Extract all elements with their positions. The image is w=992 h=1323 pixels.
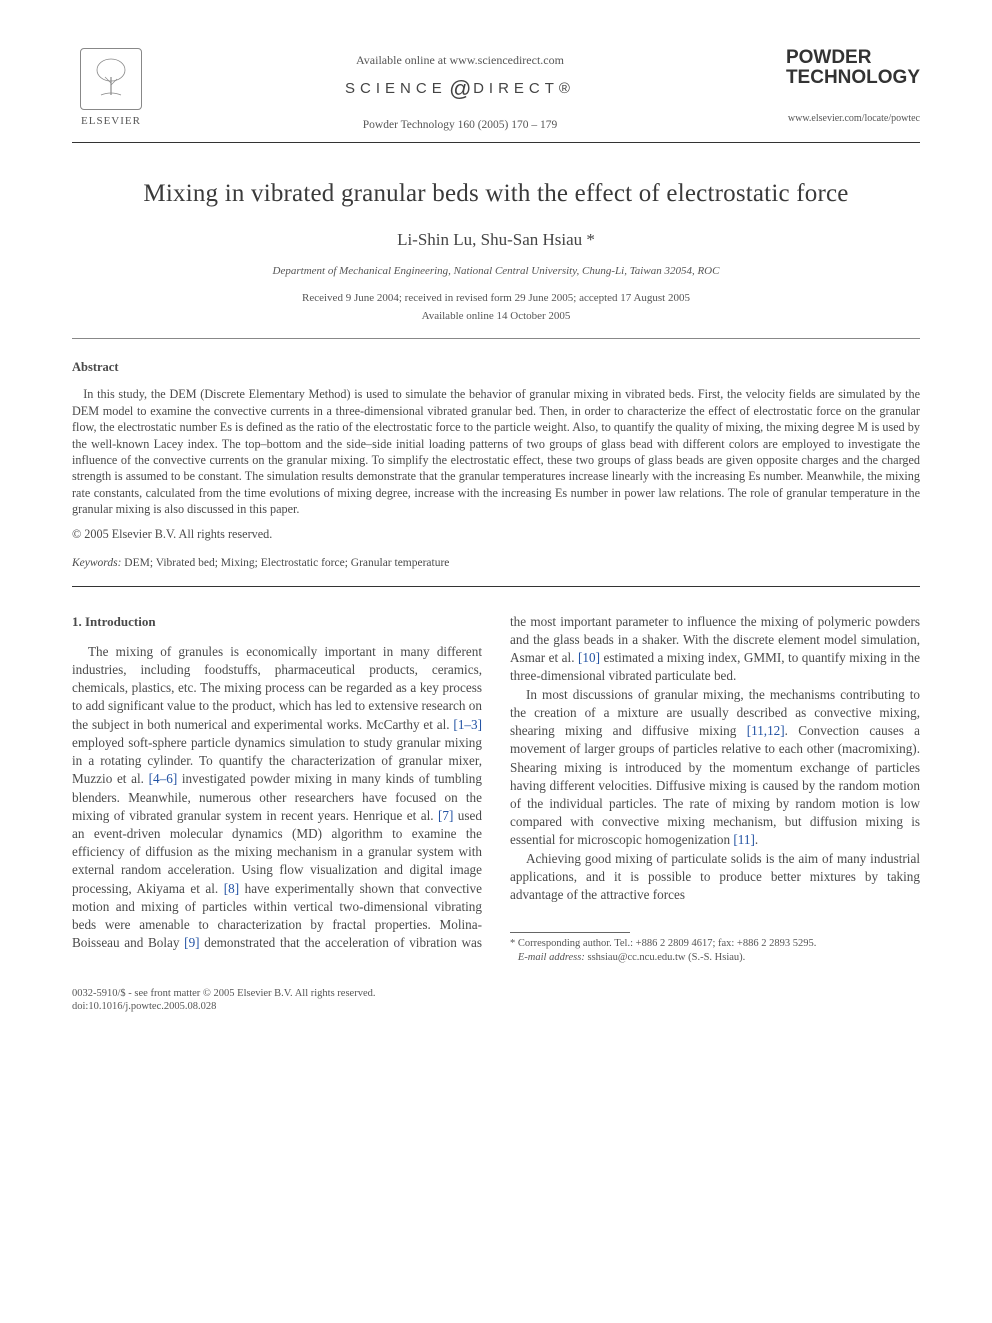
elsevier-label: ELSEVIER bbox=[81, 114, 141, 129]
footnote-rule bbox=[510, 932, 630, 933]
ref-link-10[interactable]: [10] bbox=[578, 650, 600, 665]
abstract-body: In this study, the DEM (Discrete Element… bbox=[72, 387, 920, 516]
intro-paragraph-3: Achieving good mixing of particulate sol… bbox=[510, 850, 920, 905]
header: ELSEVIER Available online at www.science… bbox=[72, 48, 920, 134]
ref-link-8[interactable]: [8] bbox=[224, 881, 239, 896]
bottom-meta: 0032-5910/$ - see front matter © 2005 El… bbox=[72, 987, 920, 1014]
abstract-copyright: © 2005 Elsevier B.V. All rights reserved… bbox=[72, 526, 920, 542]
ref-link-7[interactable]: [7] bbox=[438, 808, 453, 823]
email-label: E-mail address: bbox=[518, 952, 585, 963]
available-online-date: Available online 14 October 2005 bbox=[72, 309, 920, 324]
keywords: Keywords: DEM; Vibrated bed; Mixing; Ele… bbox=[72, 556, 920, 572]
available-online-text: Available online at www.sciencedirect.co… bbox=[150, 52, 770, 68]
email-line: E-mail address: sshsiau@cc.ncu.edu.tw (S… bbox=[510, 951, 920, 965]
ref-link-11[interactable]: [11] bbox=[733, 832, 754, 847]
body-columns: 1. Introduction The mixing of granules i… bbox=[72, 613, 920, 965]
top-rule bbox=[72, 142, 920, 143]
article-title: Mixing in vibrated granular beds with th… bbox=[72, 177, 920, 211]
abstract-text: In this study, the DEM (Discrete Element… bbox=[72, 386, 920, 518]
p2-text-b: . Convection causes a movement of larger… bbox=[510, 723, 920, 847]
journal-logo: POWDER TECHNOLOGY www.elsevier.com/locat… bbox=[770, 48, 920, 126]
sciencedirect-at-icon: @ bbox=[447, 76, 473, 101]
issn-line: 0032-5910/$ - see front matter © 2005 El… bbox=[72, 987, 920, 1001]
journal-reference: Powder Technology 160 (2005) 170 – 179 bbox=[150, 118, 770, 134]
received-dates: Received 9 June 2004; received in revise… bbox=[72, 291, 920, 306]
sciencedirect-left: SCIENCE bbox=[345, 80, 447, 97]
journal-url: www.elsevier.com/locate/powtec bbox=[770, 112, 920, 126]
journal-logo-line2: TECHNOLOGY bbox=[786, 68, 920, 88]
header-center: Available online at www.sciencedirect.co… bbox=[150, 48, 770, 133]
journal-logo-line1: POWDER bbox=[786, 48, 920, 68]
corresponding-author: * Corresponding author. Tel.: +886 2 280… bbox=[510, 937, 920, 951]
elsevier-logo: ELSEVIER bbox=[72, 48, 150, 134]
section-1-heading: 1. Introduction bbox=[72, 613, 482, 631]
email-address: sshsiau@cc.ncu.edu.tw (S.-S. Hsiau). bbox=[585, 952, 745, 963]
keywords-bottom-rule bbox=[72, 586, 920, 587]
p2-text-c: . bbox=[755, 832, 758, 847]
sciencedirect-logo: SCIENCE@DIRECT® bbox=[150, 74, 770, 104]
sciencedirect-right: DIRECT® bbox=[473, 80, 575, 97]
intro-paragraph-2: In most discussions of granular mixing, … bbox=[510, 686, 920, 850]
abstract-top-rule bbox=[72, 338, 920, 339]
authors: Li-Shin Lu, Shu-San Hsiau * bbox=[72, 229, 920, 252]
keywords-label: Keywords: bbox=[72, 557, 121, 569]
ref-link-11-12[interactable]: [11,12] bbox=[747, 723, 785, 738]
doi-line: doi:10.1016/j.powtec.2005.08.028 bbox=[72, 1000, 920, 1014]
ref-link-1-3[interactable]: [1–3] bbox=[453, 717, 482, 732]
ref-link-4-6[interactable]: [4–6] bbox=[149, 771, 178, 786]
p1-text-a: The mixing of granules is economically i… bbox=[72, 644, 482, 732]
affiliation: Department of Mechanical Engineering, Na… bbox=[72, 264, 920, 279]
keywords-text: DEM; Vibrated bed; Mixing; Electrostatic… bbox=[121, 557, 449, 569]
elsevier-tree-icon bbox=[80, 48, 142, 110]
footnote: * Corresponding author. Tel.: +886 2 280… bbox=[510, 937, 920, 964]
abstract-heading: Abstract bbox=[72, 359, 920, 376]
ref-link-9[interactable]: [9] bbox=[184, 935, 199, 950]
